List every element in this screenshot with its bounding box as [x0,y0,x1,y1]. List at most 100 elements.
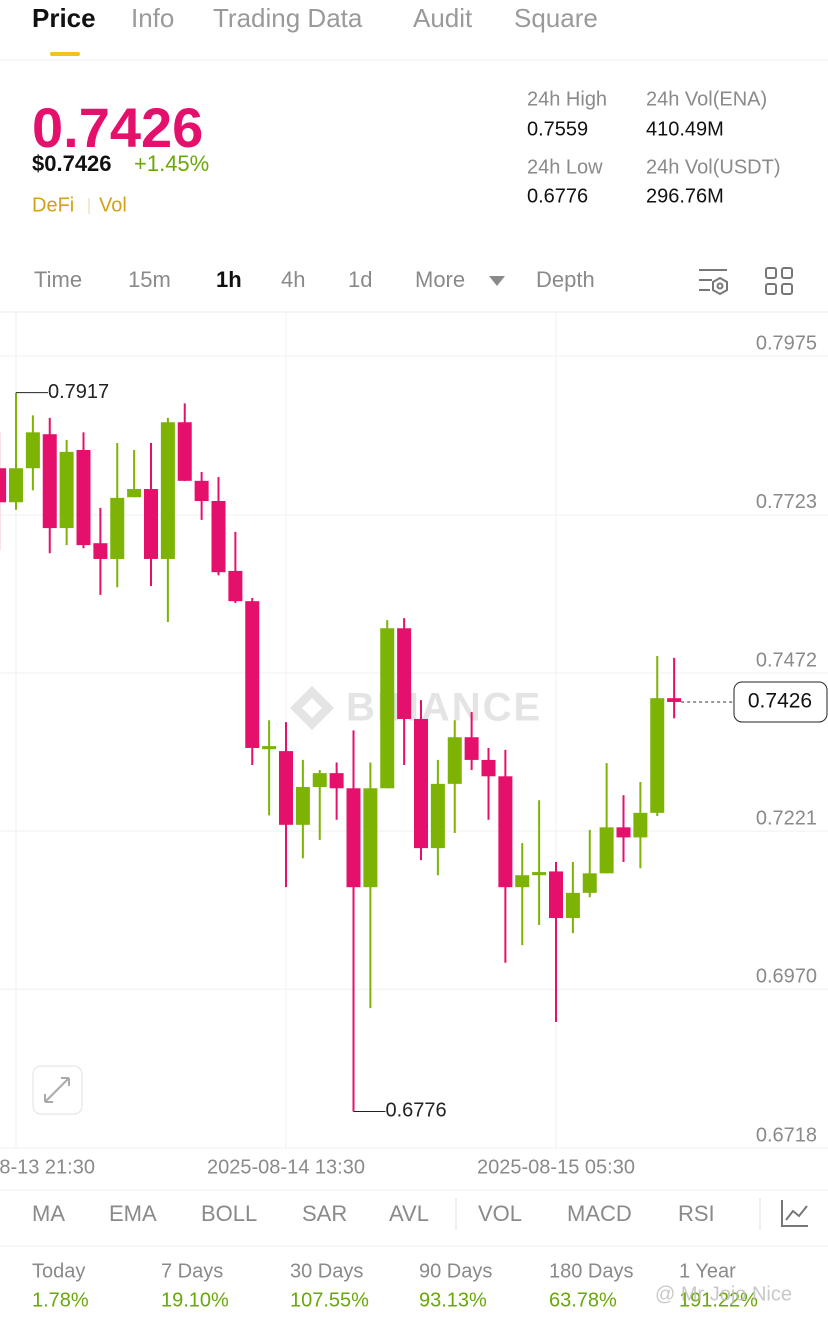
stat-value: 0.6776 [527,185,588,207]
candle-body [515,875,530,888]
y-tick-label: 0.7975 [756,332,817,354]
watermark: BINANCE [346,686,542,730]
indicator[interactable]: MACD [567,1201,632,1226]
tag: DeFi [32,194,74,216]
period-change: 93.13% [419,1289,487,1311]
settings-icon[interactable] [699,269,728,296]
candle-body [76,449,91,546]
tab[interactable]: Square [514,3,598,33]
candle-body [397,628,412,719]
indicator-icon[interactable] [781,1200,808,1227]
candle-body [211,500,226,573]
y-tick-label: 0.7221 [756,807,817,829]
candle-body [295,787,310,825]
period: 30 Days [290,1260,363,1282]
credit: @ Mr Jojo Nice [655,1283,792,1305]
candle-body [633,812,648,838]
indicator[interactable]: AVL [389,1201,429,1226]
change: +1.45% [134,151,209,176]
indicator[interactable]: RSI [678,1201,715,1226]
x-tick-label: 2025-08-15 05:30 [477,1156,635,1178]
candle-body [430,783,445,849]
interval[interactable]: 1d [348,267,372,292]
stat-label: 24h High [527,88,607,110]
candle-body [245,601,260,748]
period-change: 107.55% [290,1289,369,1311]
candle-body [447,737,462,784]
candle-body [667,698,682,702]
y-tick-label: 0.6970 [756,966,817,988]
period: 90 Days [419,1260,492,1282]
y-tick-label: 0.6718 [756,1124,817,1146]
min-marker: 0.6776 [386,1100,447,1122]
dropdown-arrow[interactable] [489,276,505,286]
candle-body [9,468,23,503]
candle-body [25,432,40,469]
candle-body [380,628,395,789]
candle-body [532,872,547,876]
tab[interactable]: Info [131,3,174,33]
stat-label: 24h Low [527,156,603,178]
interval[interactable]: 15m [128,267,171,292]
indicator[interactable]: MA [32,1201,65,1226]
period: 180 Days [549,1260,634,1282]
candle-body [110,497,125,559]
tag: Vol [99,194,127,216]
period: 7 Days [161,1260,223,1282]
y-tick-label: 0.7472 [756,649,817,671]
watermark-logo [290,686,334,730]
period-change: 191.22% [679,1289,758,1311]
candle-body [582,873,597,893]
tab[interactable]: Price [32,3,96,33]
period-change: 1.78% [32,1289,89,1311]
interval[interactable]: More [415,267,465,292]
candle-body [42,434,57,529]
candle-body [498,776,513,888]
indicator[interactable]: VOL [478,1201,522,1226]
usd-price: $0.7426 [32,151,112,176]
candle-body [481,759,496,777]
candle-body [228,570,243,602]
indicator[interactable]: SAR [302,1201,347,1226]
y-tick-label: 0.7723 [756,491,817,513]
tab[interactable]: Trading Data [213,3,363,33]
price: 0.7426 [32,96,203,159]
candle-body [59,451,74,529]
max-marker: 0.7917 [48,381,109,403]
interval[interactable]: 4h [281,267,305,292]
indicator[interactable]: BOLL [201,1201,257,1226]
candle-body [363,788,378,888]
stat-label: 24h Vol(USDT) [646,156,781,178]
candle-body [565,892,580,919]
last-price: 0.7426 [748,690,812,713]
tab-indicator [50,52,80,56]
stat-value: 0.7559 [527,118,588,140]
interval[interactable]: Time [34,267,82,292]
candle-body [194,480,209,501]
layout-icon[interactable] [765,267,793,295]
candle-body [0,468,7,503]
period: 1 Year [679,1260,736,1282]
interval[interactable]: 1h [216,267,242,292]
candle-body [346,788,361,888]
candle-body [144,489,158,559]
period-change: 19.10% [161,1289,229,1311]
candle-body [177,422,192,481]
candle-body [414,718,428,849]
tab[interactable]: Audit [413,3,473,33]
interval[interactable]: Depth [536,267,595,292]
candle-body [599,827,614,874]
last-price-tag [733,681,828,723]
stat-value: 410.49M [646,118,724,140]
expand-icon [44,1077,70,1103]
candle-body [312,773,327,788]
indicator[interactable]: EMA [109,1201,157,1226]
candle-body [262,746,277,750]
period: Today [32,1260,85,1282]
candle-body [93,543,108,559]
candle-body [160,422,175,559]
x-tick-label: 2025-08-14 13:30 [207,1156,365,1178]
candle-body [329,773,344,789]
stat-value: 296.76M [646,185,724,207]
